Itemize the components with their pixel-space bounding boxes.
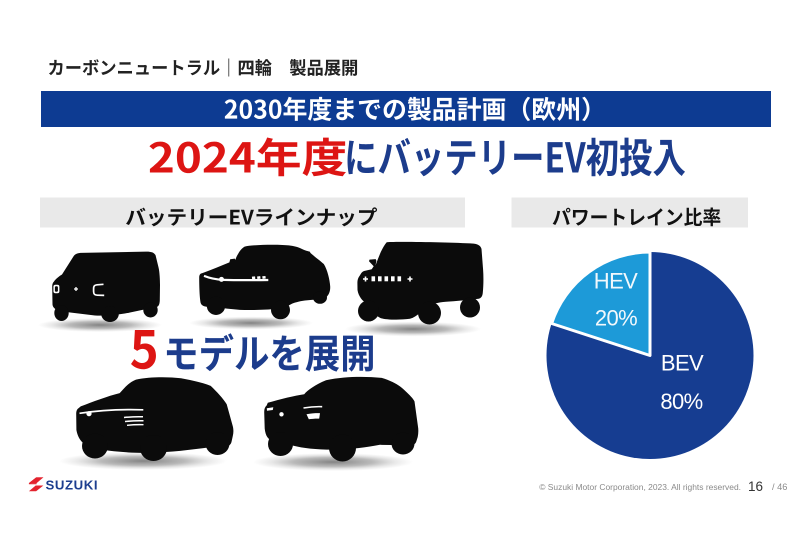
svg-text:80%: 80%: [660, 389, 702, 414]
svg-text:20%: 20%: [595, 306, 637, 331]
svg-text:BEV: BEV: [661, 351, 704, 376]
svg-text:© Suzuki Motor Corporation, 20: © Suzuki Motor Corporation, 2023. All ri…: [539, 482, 741, 492]
svg-text:SUZUKI: SUZUKI: [46, 477, 99, 492]
svg-text:HEV: HEV: [594, 269, 638, 294]
svg-text:16: 16: [748, 479, 763, 494]
svg-text:/ 46: / 46: [772, 482, 787, 492]
